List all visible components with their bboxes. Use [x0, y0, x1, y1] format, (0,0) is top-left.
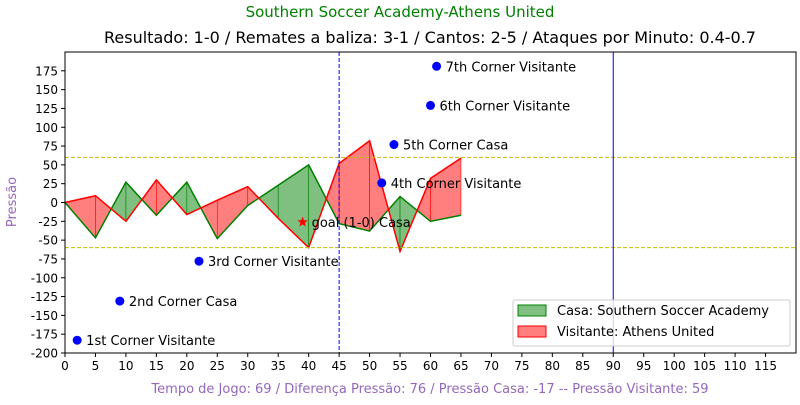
- x-tick-label: 35: [271, 359, 286, 373]
- x-tick-label: 95: [636, 359, 651, 373]
- corner-marker: [432, 61, 442, 71]
- x-tick-label: 90: [606, 359, 621, 373]
- x-tick-label: 40: [301, 359, 316, 373]
- annotation-label: 7th Corner Visitante: [446, 60, 577, 75]
- y-tick-label: -175: [31, 328, 58, 342]
- away-area: [216, 186, 249, 240]
- chart-subtitle: Resultado: 1-0 / Remates a baliza: 3-1 /…: [104, 28, 756, 47]
- away-series-line: [64, 139, 462, 254]
- y-tick-label: 50: [43, 158, 58, 172]
- legend-box: [512, 299, 791, 347]
- home-area: [277, 164, 309, 249]
- x-tick-label: 5: [92, 359, 100, 373]
- x-tick-label: 25: [210, 359, 225, 373]
- y-tick-label: 125: [35, 102, 58, 116]
- y-tick-label: -200: [31, 347, 58, 361]
- x-tick-label: 50: [362, 359, 377, 373]
- y-tick-label: 0: [50, 196, 58, 210]
- legend: Casa: Southern Soccer Academy Visitante:…: [512, 299, 791, 347]
- annotation-label: 2nd Corner Casa: [129, 295, 238, 310]
- legend-label-away: Visitante: Athens United: [557, 325, 714, 340]
- y-tick-label: -100: [31, 271, 58, 285]
- home-area: [171, 181, 188, 216]
- x-tick-label: 20: [179, 359, 194, 373]
- y-tick-label: 150: [35, 83, 58, 97]
- annotation-label: goal (1-0) Casa: [312, 216, 411, 231]
- y-tick-label: 100: [35, 121, 58, 135]
- y-tick-label: -150: [31, 309, 58, 323]
- goal-marker: [297, 216, 308, 227]
- x-tick-label: 105: [693, 359, 716, 373]
- home-series-line: [64, 163, 462, 240]
- corner-marker: [389, 140, 399, 150]
- x-tick-label: 10: [118, 359, 133, 373]
- annotation-label: 3rd Corner Visitante: [208, 255, 339, 270]
- x-tick-label: 30: [240, 359, 255, 373]
- legend-swatch-home: [517, 304, 547, 317]
- x-tick-label: 110: [724, 359, 747, 373]
- y-axis-label: Pressão: [5, 177, 20, 227]
- y-tick-label: 75: [43, 140, 58, 154]
- y-tick-label: -75: [38, 252, 58, 266]
- plot-annotations: 1st Corner Visitante 2nd Corner Casa 3rd C…: [72, 60, 577, 349]
- annotation-label: 5th Corner Casa: [403, 139, 508, 154]
- annotation-label: 4th Corner Visitante: [391, 177, 522, 192]
- y-tick-label: 175: [35, 64, 58, 78]
- legend-swatch-away: [517, 325, 547, 338]
- y-axis: -200 -175 -150 -125 -100 -75 -50 -25 0 25 50 75 100 1…: [31, 64, 65, 361]
- legend-label-home: Casa: Southern Soccer Academy: [557, 304, 769, 319]
- corner-marker: [426, 100, 435, 110]
- x-tick-label: 55: [392, 359, 407, 373]
- annotation-label: 6th Corner Visitante: [440, 99, 571, 114]
- corner-marker: [377, 178, 387, 188]
- x-tick-label: 15: [149, 359, 164, 373]
- corner-marker: [194, 256, 204, 266]
- x-tick-label: 65: [453, 359, 468, 373]
- y-tick-label: -25: [38, 215, 58, 229]
- x-axis: 0 5 10 15 20 25 30 35 40 45 50 55 60 65 70 75 80 85 90 95 10…: [61, 353, 777, 373]
- annotation-label: 1st Corner Visitante: [86, 334, 215, 349]
- x-tick-label: 80: [545, 359, 560, 373]
- x-tick-label: 70: [484, 359, 499, 373]
- y-tick-label: -50: [38, 234, 58, 248]
- x-tick-label: 100: [663, 359, 686, 373]
- plot-lines: [64, 139, 462, 254]
- corner-marker: [72, 335, 82, 345]
- chart-title: Southern Soccer Academy-Athens United: [246, 3, 555, 21]
- y-tick-label: -125: [31, 290, 58, 304]
- x-tick-label: 0: [61, 359, 69, 373]
- x-tick-label: 85: [575, 359, 590, 373]
- x-tick-label: 45: [331, 359, 346, 373]
- x-tick-label: 115: [754, 359, 777, 373]
- away-area: [156, 179, 173, 217]
- x-tick-label: 75: [514, 359, 529, 373]
- x-axis-label: Tempo de Jogo: 69 / Diferença Pressão: 7…: [150, 382, 708, 397]
- x-tick-label: 60: [423, 359, 438, 373]
- y-tick-label: 25: [43, 177, 58, 191]
- corner-marker: [115, 296, 125, 306]
